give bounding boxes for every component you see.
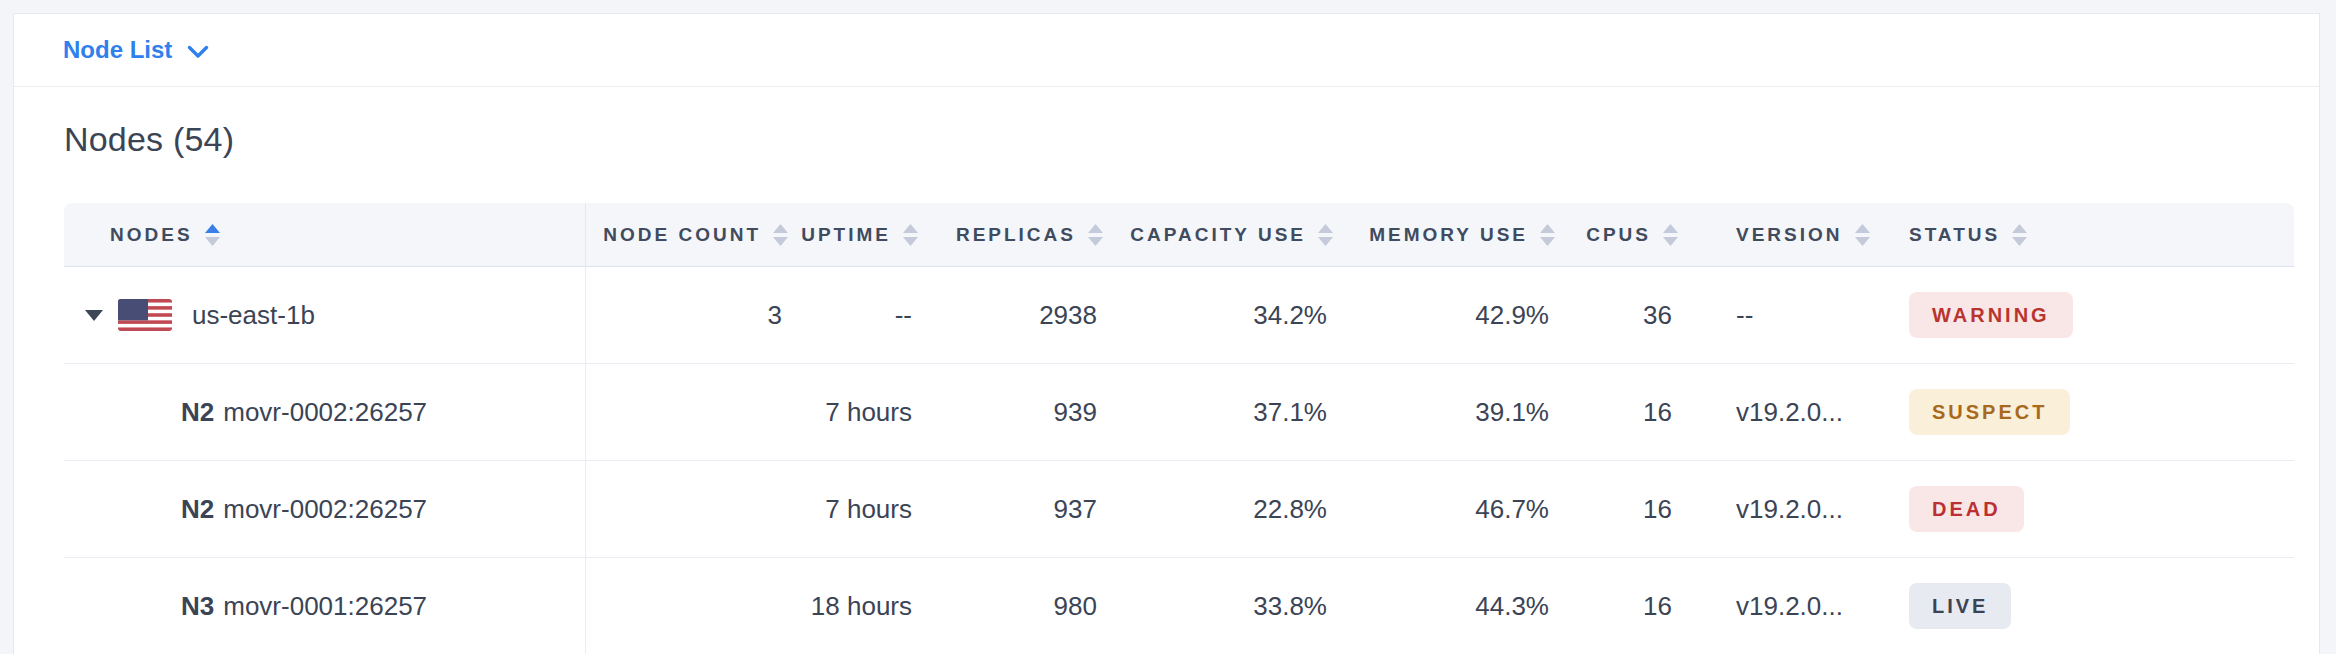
column-label: NODES (110, 224, 193, 246)
cell-version: v19.2.0... (1686, 364, 1859, 461)
table-row-node: N2 movr-0002:26257 7 hours 937 22.8% 46.7… (64, 461, 2294, 558)
cell-cpus: 36 (1563, 267, 1686, 364)
cell-node-count: 3 (586, 267, 796, 364)
node-id: N2 (181, 397, 214, 427)
cell-node-count (586, 461, 796, 558)
cell-capacity-use: 34.2% (1111, 267, 1341, 364)
cell-uptime: 7 hours (796, 364, 926, 461)
node-address: movr-0002:26257 (223, 494, 427, 524)
view-selector-dropdown[interactable]: Node List (63, 36, 209, 64)
cell-node-count (586, 558, 796, 654)
region-name: us-east-1b (192, 300, 315, 331)
node-list-screen: Node List Nodes (54) NOD (0, 0, 2336, 654)
page-title: Nodes (54) (64, 119, 2291, 159)
toolbar: Node List (14, 14, 2319, 87)
sort-icon[interactable] (1663, 224, 1678, 246)
status-badge: DEAD (1909, 486, 2024, 532)
content: Nodes (54) NODES (14, 119, 2319, 654)
table-row-node: N3 movr-0001:26257 18 hours 980 33.8% 44.… (64, 558, 2294, 654)
cell-cpus: 16 (1563, 461, 1686, 558)
column-label: MEMORY USE (1369, 224, 1528, 246)
column-label: VERSION (1736, 224, 1843, 246)
cell-memory-use: 46.7% (1341, 461, 1563, 558)
status-badge: WARNING (1909, 292, 2073, 338)
column-header-nodes[interactable]: NODES (64, 203, 586, 267)
node-address: movr-0002:26257 (223, 397, 427, 427)
node-id: N3 (181, 591, 214, 621)
cell-memory-use: 39.1% (1341, 364, 1563, 461)
sort-icon[interactable] (1318, 224, 1333, 246)
sort-icon[interactable] (2012, 224, 2027, 246)
column-header-node-count[interactable]: NODE COUNT (586, 203, 796, 267)
cell-cpus: 16 (1563, 558, 1686, 654)
column-header-cpus[interactable]: CPUS (1563, 203, 1686, 267)
sort-icon[interactable] (1088, 224, 1103, 246)
cell-replicas: 2938 (926, 267, 1111, 364)
cell-node-count (586, 364, 796, 461)
us-flag-icon (118, 299, 172, 331)
cell-capacity-use: 22.8% (1111, 461, 1341, 558)
view-selector-label: Node List (63, 36, 172, 64)
cell-capacity-use: 37.1% (1111, 364, 1341, 461)
column-label: CAPACITY USE (1130, 224, 1306, 246)
cell-replicas: 980 (926, 558, 1111, 654)
column-label: UPTIME (801, 224, 891, 246)
cell-capacity-use: 33.8% (1111, 558, 1341, 654)
chevron-down-icon (187, 45, 209, 59)
collapse-region-caret-icon[interactable] (84, 309, 104, 322)
node-id: N2 (181, 494, 214, 524)
table-row-node: N2 movr-0002:26257 7 hours 939 37.1% 39.1… (64, 364, 2294, 461)
cell-replicas: 939 (926, 364, 1111, 461)
cell-memory-use: 42.9% (1341, 267, 1563, 364)
column-label: REPLICAS (956, 224, 1076, 246)
cell-uptime: -- (796, 267, 926, 364)
status-badge: SUSPECT (1909, 389, 2070, 435)
cell-uptime: 18 hours (796, 558, 926, 654)
nodes-table: NODES NODE COUNT UPTIM (64, 203, 2294, 654)
table-row-region: us-east-1b 3 -- 2938 34.2% 42.9% 36 -- W… (64, 267, 2294, 364)
cell-version: v19.2.0... (1686, 558, 1859, 654)
column-header-uptime[interactable]: UPTIME (796, 203, 926, 267)
column-label: CPUS (1586, 224, 1651, 246)
cell-cpus: 16 (1563, 364, 1686, 461)
column-label: NODE COUNT (603, 224, 761, 246)
sort-icon[interactable] (1540, 224, 1555, 246)
column-header-status[interactable]: STATUS (1859, 203, 2294, 267)
cell-version: -- (1686, 267, 1859, 364)
table-header-row: NODES NODE COUNT UPTIM (64, 203, 2294, 267)
sort-icon[interactable] (1855, 224, 1870, 246)
node-address: movr-0001:26257 (223, 591, 427, 621)
cell-memory-use: 44.3% (1341, 558, 1563, 654)
sort-icon[interactable] (903, 224, 918, 246)
nodes-card: Node List Nodes (54) NOD (13, 13, 2320, 654)
sort-icon[interactable] (773, 224, 788, 246)
column-label: STATUS (1909, 224, 2000, 246)
column-header-version[interactable]: VERSION (1686, 203, 1859, 267)
column-header-memory-use[interactable]: MEMORY USE (1341, 203, 1563, 267)
cell-replicas: 937 (926, 461, 1111, 558)
sort-icon-active-asc[interactable] (205, 224, 220, 246)
cell-version: v19.2.0... (1686, 461, 1859, 558)
status-badge: LIVE (1909, 583, 2011, 629)
column-header-capacity-use[interactable]: CAPACITY USE (1111, 203, 1341, 267)
cell-uptime: 7 hours (796, 461, 926, 558)
column-header-replicas[interactable]: REPLICAS (926, 203, 1111, 267)
